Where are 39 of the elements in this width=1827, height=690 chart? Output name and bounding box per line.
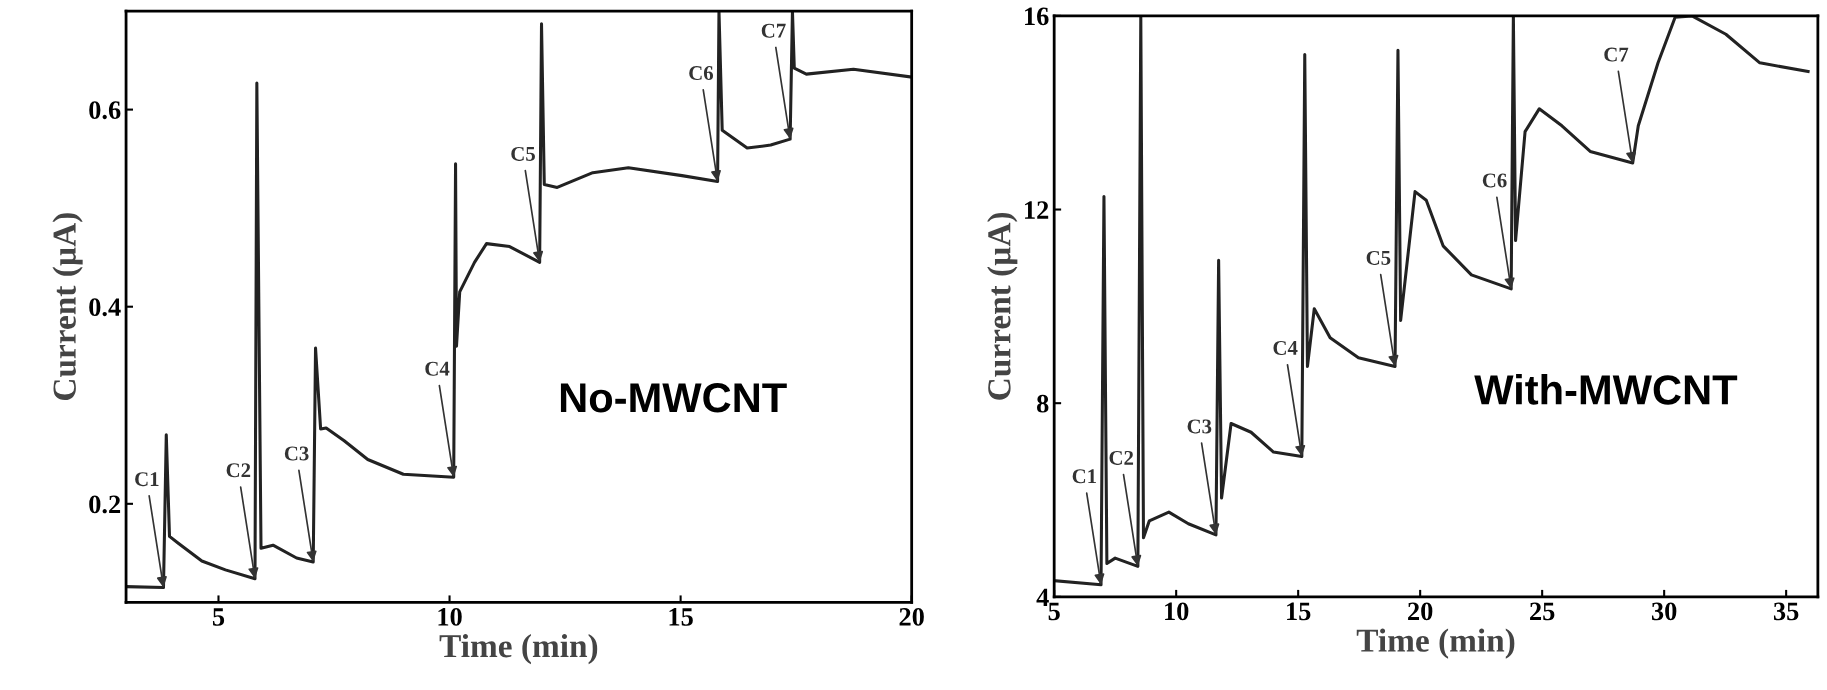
annotation: C3 <box>1187 419 1212 434</box>
y-tick-label: 4 <box>1036 588 1049 607</box>
x-axis-title: Time (min) <box>439 633 598 665</box>
annotation: C1 <box>135 472 159 487</box>
annotation: C1 <box>1072 469 1097 484</box>
y-tick-label: 0.6 <box>89 101 121 120</box>
y-axis-title: Current (µA) <box>987 212 1018 400</box>
annotation: C6 <box>1482 173 1507 188</box>
x-tick-label: 20 <box>1408 602 1433 621</box>
annotation: C5 <box>511 146 535 161</box>
x-tick-label: 35 <box>1773 602 1799 621</box>
annotation: C7 <box>761 23 786 38</box>
x-tick-label: 5 <box>1048 602 1060 621</box>
annotation: C6 <box>689 66 714 81</box>
annotation: C2 <box>226 463 251 478</box>
x-tick-label: 15 <box>669 608 693 626</box>
annotation: C3 <box>284 446 309 461</box>
x-tick-label: 5 <box>212 608 225 626</box>
annotation: C2 <box>1109 450 1134 465</box>
x-tick-label: 30 <box>1651 602 1677 621</box>
x-tick-label: 20 <box>899 607 924 626</box>
x-axis-title: Time (min) <box>1356 628 1515 659</box>
annotation: C4 <box>425 361 450 376</box>
y-tick-label: 8 <box>1037 394 1049 413</box>
x-tick-label: 10 <box>438 607 462 626</box>
annotation: C5 <box>1366 250 1391 265</box>
x-tick-label: 25 <box>1530 602 1555 621</box>
line-series <box>1054 15 1810 587</box>
y-axis-title: Current (µA) <box>52 213 83 401</box>
annotation: With-MWCNT <box>1474 374 1738 405</box>
annotation: C7 <box>1604 47 1629 62</box>
annotation: No-MWCNT <box>560 383 787 413</box>
y-tick-label: 0.2 <box>89 495 121 514</box>
y-tick-label: 16 <box>1025 7 1049 26</box>
y-tick-label: 0.4 <box>89 298 121 317</box>
annotation: C4 <box>1273 340 1298 355</box>
x-tick-label: 10 <box>1165 602 1189 621</box>
x-tick-label: 15 <box>1287 602 1311 621</box>
y-tick-label: 12 <box>1025 201 1049 219</box>
